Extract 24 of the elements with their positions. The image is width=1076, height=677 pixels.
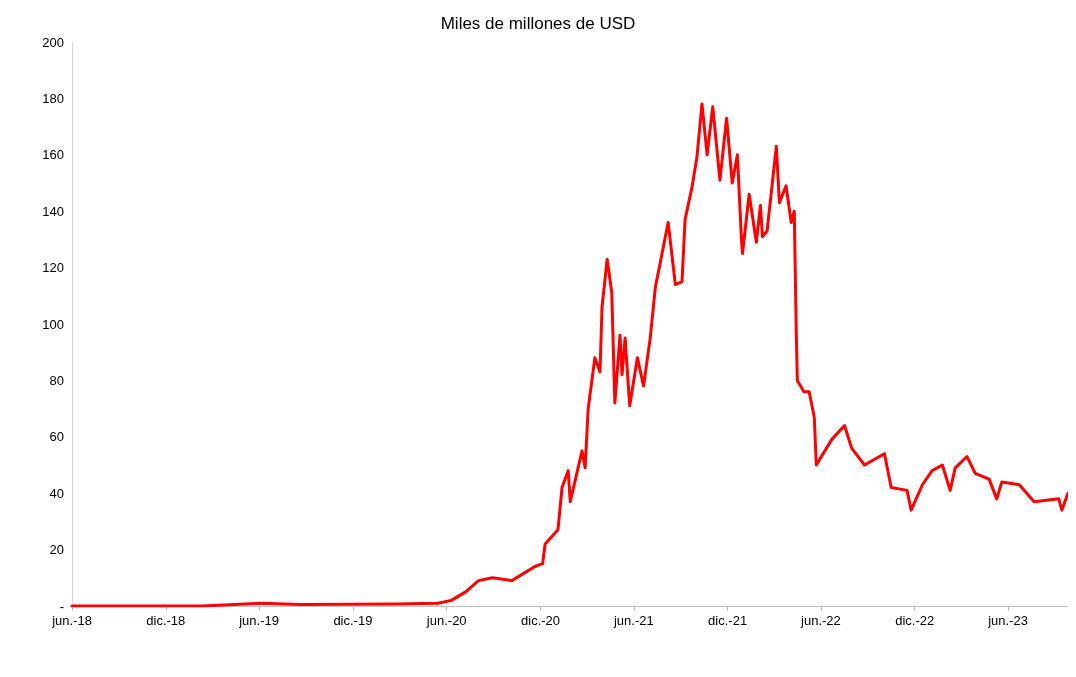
y-tick-label: 100 — [42, 316, 64, 332]
y-tick-label: 20 — [49, 542, 64, 558]
y-tick-label: 60 — [49, 429, 64, 445]
x-tick-label: jun.-19 — [238, 613, 279, 628]
y-tick-label: - — [59, 598, 64, 614]
y-tick-label: 160 — [42, 147, 64, 163]
y-tick-label: 200 — [42, 34, 64, 50]
y-tick-label: 180 — [42, 90, 64, 106]
y-tick-label: 140 — [42, 203, 64, 219]
x-tick-label: jun.-22 — [800, 613, 841, 628]
y-tick-label: 80 — [49, 372, 64, 388]
y-tick-label: 120 — [42, 260, 64, 276]
y-tick-label: 40 — [49, 485, 64, 501]
x-tick-label: jun.-18 — [51, 613, 92, 628]
x-tick-label: jun.-21 — [612, 613, 654, 628]
x-tick-label: dic.-19 — [333, 613, 373, 628]
x-tick-label: dic.-22 — [895, 613, 935, 628]
line-series — [70, 102, 1068, 608]
x-tick-label: jun.-23 — [987, 613, 1028, 628]
x-tick-label: dic.-20 — [521, 613, 561, 628]
x-tick-label: dic.-21 — [708, 613, 748, 628]
x-tick-label: dic.-18 — [146, 613, 186, 628]
chart-title: Miles de millones de USD — [440, 14, 636, 33]
x-tick-label: jun.-20 — [425, 613, 467, 628]
